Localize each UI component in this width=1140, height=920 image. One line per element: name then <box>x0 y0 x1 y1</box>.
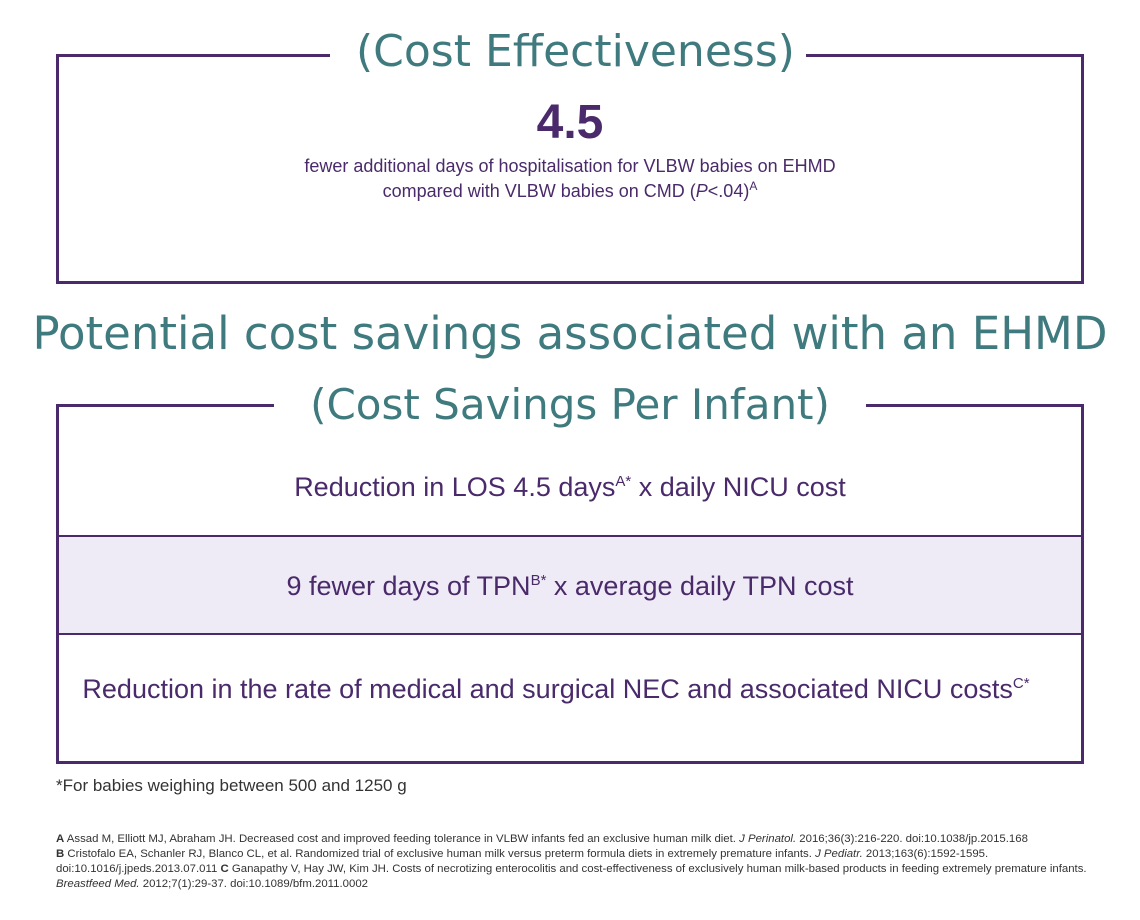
days-stat-comparison: compared with VLBW babies on CMD (P<.04)… <box>59 179 1081 203</box>
savings-row: Reduction in the rate of medical and sur… <box>59 635 1081 761</box>
cost-savings-box: Reduction in LOS 4.5 daysA* x daily NICU… <box>56 404 1084 764</box>
references: A Assad M, Elliott MJ, Abraham JH. Decre… <box>56 832 1091 892</box>
cost-effectiveness-title: (Cost Effectiveness) <box>330 22 806 82</box>
reference-marker: A <box>749 179 758 193</box>
reference-text: Ganapathy V, Hay JW, Kim JH. Costs of ne… <box>228 863 1087 875</box>
comparison-text: compared with VLBW babies on CMD ( <box>382 181 696 201</box>
p-value-italic: P <box>695 181 708 201</box>
reference-journal: J Perinatol. <box>739 833 797 845</box>
reference-tail: 2016;36(3):216-220. doi:10.1038/jp.2015.… <box>796 833 1028 845</box>
reference-journal: Breastfeed Med. <box>56 878 140 890</box>
reference-tail: 2012;7(1):29-37. doi:10.1089/bfm.2011.00… <box>139 878 368 890</box>
savings-row-text: Reduction in LOS 4.5 days <box>294 472 616 502</box>
savings-row-sup: A* <box>615 473 632 490</box>
savings-row-text: Reduction in the rate of medical and sur… <box>82 674 1013 704</box>
reference-tag: A <box>56 833 65 845</box>
reference-tail: 2013;163(6):1592-1595. doi:10.1016/j.jpe… <box>56 848 989 875</box>
reference-journal: J Pediatr. <box>815 848 863 860</box>
savings-row-text-tail: x daily NICU cost <box>631 472 846 502</box>
weight-footnote: *For babies weighing between 500 and 125… <box>56 776 407 795</box>
reference-tag: B <box>56 848 65 860</box>
savings-row-text: 9 fewer days of TPN <box>286 571 531 601</box>
savings-row: Reduction in LOS 4.5 daysA* x daily NICU… <box>59 457 1081 537</box>
savings-row-text-tail: x average daily TPN cost <box>546 571 854 601</box>
cost-effectiveness-box: 4.5 fewer additional days of hospitalisa… <box>56 54 1084 284</box>
reference-text: Assad M, Elliott MJ, Abraham JH. Decreas… <box>64 833 740 845</box>
reference-tag: C <box>220 863 229 875</box>
p-value-text: <.04) <box>707 181 750 201</box>
section-heading: Potential cost savings associated with a… <box>32 307 1108 360</box>
savings-row-highlighted: 9 fewer days of TPNB* x average daily TP… <box>59 537 1081 635</box>
days-stat-number: 4.5 <box>536 96 604 149</box>
reference-text: Cristofalo EA, Schanler RJ, Blanco CL, e… <box>64 848 816 860</box>
days-stat-description: fewer additional days of hospitalisation… <box>304 156 836 176</box>
cost-savings-title: (Cost Savings Per Infant) <box>274 374 866 436</box>
savings-row-sup: B* <box>530 572 547 589</box>
savings-row-sup: C* <box>1012 675 1030 692</box>
